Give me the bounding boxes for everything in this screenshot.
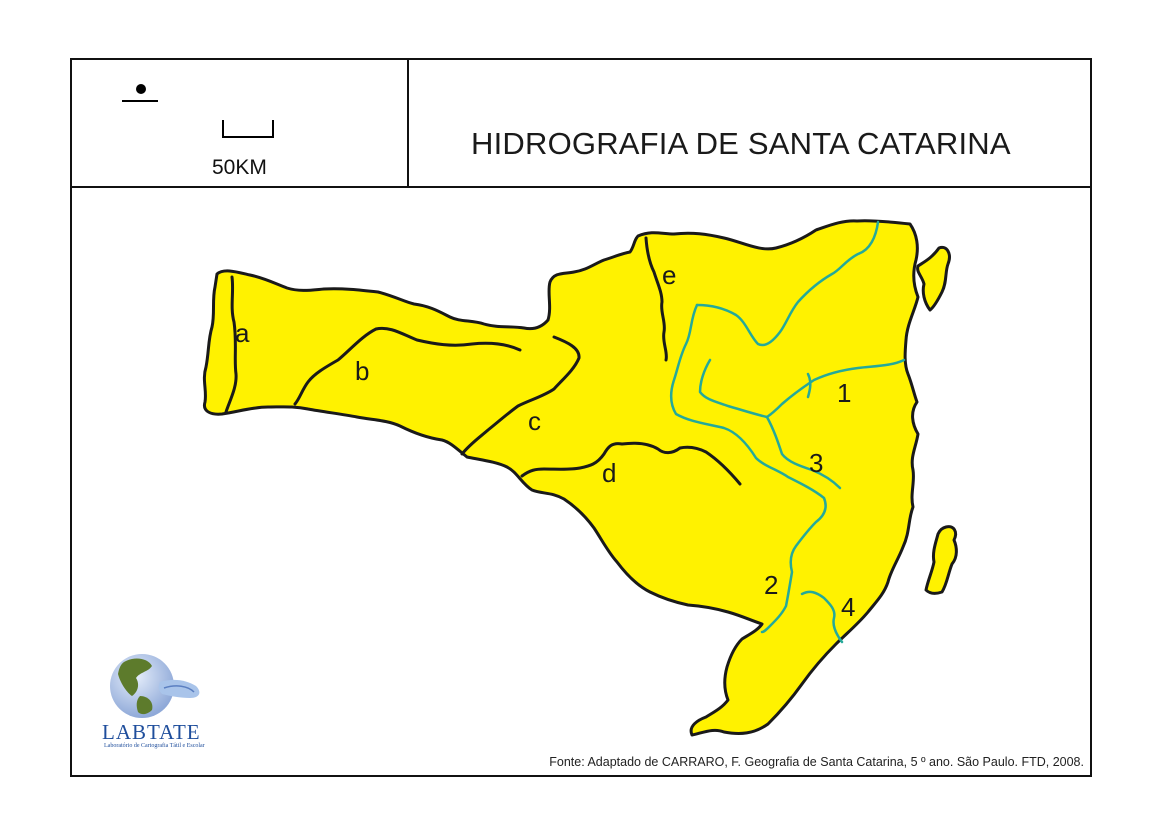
river-3-tributary: [806, 372, 812, 399]
legend-divider: [407, 60, 409, 187]
map-title: HIDROGRAFIA DE SANTA CATARINA: [471, 126, 1011, 161]
source-citation: Fonte: Adaptado de CARRARO, F. Geografia…: [549, 755, 1084, 769]
state-landmass: [202, 219, 920, 737]
river-4: [800, 590, 844, 644]
river-label-3: 3: [809, 448, 823, 478]
logo-subtitle: Laboratório de Cartografia Tátil e Escol…: [104, 743, 205, 749]
river-b: [293, 326, 522, 406]
river-e: [644, 236, 668, 362]
river-1: [765, 358, 906, 419]
southern-island: [924, 525, 958, 595]
header-divider: [72, 186, 1090, 188]
river-label-4: 4: [841, 592, 855, 622]
northern-island: [916, 245, 951, 312]
river-1-tributary-north: [695, 220, 880, 347]
region-label-b: b: [355, 356, 369, 386]
region-label-d: d: [602, 458, 616, 488]
globe-hand-icon: [110, 654, 200, 718]
river-c: [460, 335, 581, 456]
river-3: [765, 415, 842, 490]
region-label-e: e: [662, 260, 676, 290]
river-label-2: 2: [764, 570, 778, 600]
scale-bar-icon: [222, 120, 274, 138]
region-label-c: c: [528, 406, 541, 436]
river-2: [670, 303, 827, 634]
river-1-tributary-west: [698, 358, 769, 419]
map-frame: 50KM HIDROGRAFIA DE SANTA CATARINA a: [70, 58, 1092, 777]
river-label-1: 1: [837, 378, 851, 408]
scale-label: 50KM: [212, 156, 267, 179]
north-arrow-icon: [136, 84, 146, 94]
river-a: [224, 275, 238, 414]
north-arrow-base: [122, 100, 158, 102]
logo-name: LABTATE: [102, 720, 201, 744]
river-d: [520, 441, 742, 486]
region-label-a: a: [235, 318, 250, 348]
state-map: a b c d e 1 2 3 4: [202, 219, 958, 737]
